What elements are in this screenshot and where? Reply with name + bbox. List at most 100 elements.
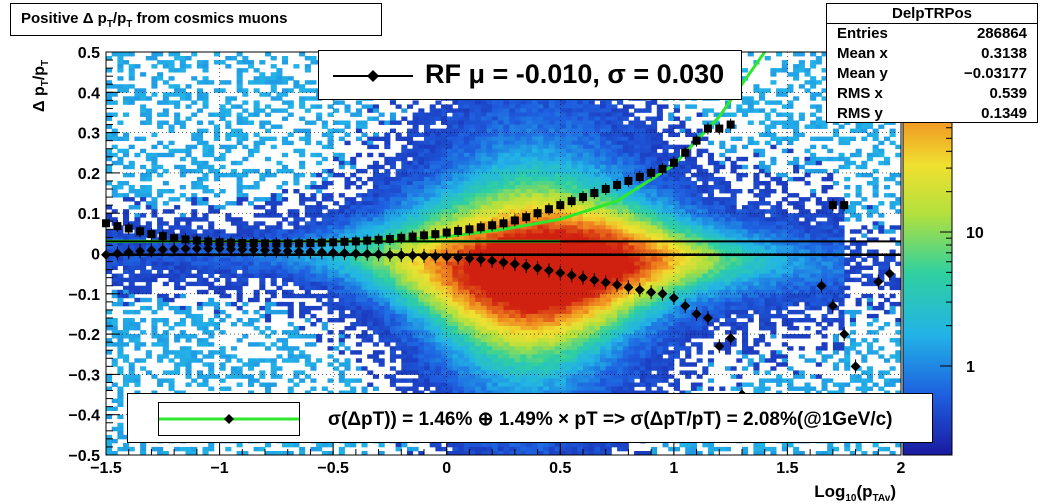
diamond-marker <box>612 279 623 290</box>
square-marker <box>488 221 497 230</box>
legend-top-text: RF μ = -0.010, σ = 0.030 <box>425 59 725 89</box>
y-tick-label: 0 <box>91 247 100 264</box>
square-marker <box>170 234 179 243</box>
square-marker <box>703 124 712 133</box>
stats-row-mean-y: Mean y −0.03177 <box>837 65 1027 82</box>
stats-row-rms-y: RMS y 0.1349 <box>837 105 1027 122</box>
diamond-marker <box>169 244 180 255</box>
square-marker <box>113 222 122 231</box>
diamond-marker <box>532 263 543 274</box>
y-tick-label: 0.3 <box>78 126 100 143</box>
square-marker <box>124 224 133 233</box>
diamond-marker <box>396 250 407 261</box>
square-marker <box>306 239 315 248</box>
square-marker <box>136 227 145 236</box>
diamond-marker <box>316 247 327 258</box>
square-marker <box>579 193 587 202</box>
y-tick-label: 0.4 <box>78 85 100 102</box>
legend-bottom-text: σ(ΔpT)) = 1.46% ⊕ 1.49% × pT => σ(ΔpT/pT… <box>328 409 893 430</box>
diamond-marker <box>407 250 418 261</box>
square-marker <box>317 238 326 247</box>
diamond-marker <box>350 248 361 259</box>
diamond-marker <box>282 246 293 257</box>
square-marker <box>204 237 213 246</box>
stats-row-mean-x: Mean x 0.3138 <box>837 45 1027 62</box>
diamond-marker <box>566 270 577 281</box>
stats-title: DelpTRPos <box>827 4 1037 24</box>
square-marker <box>692 136 701 145</box>
diamond-marker <box>600 277 611 288</box>
legend-bottom-symbol <box>158 402 300 436</box>
diamond-marker <box>430 251 441 262</box>
stats-box: DelpTRPos Entries 286864 Mean x 0.3138 Mea… <box>826 3 1038 123</box>
stats-row-entries: Entries 286864 <box>837 25 1027 42</box>
diamond-marker <box>203 243 214 254</box>
diamond-marker <box>225 244 236 255</box>
z-tick-label: 10 <box>966 225 984 242</box>
diamond-marker <box>453 252 464 263</box>
diamond-marker <box>884 268 895 279</box>
legend-top: RF μ = -0.010, σ = 0.030 <box>318 50 742 100</box>
square-marker <box>647 168 656 177</box>
diamond-marker <box>827 300 838 311</box>
square-marker <box>147 230 156 239</box>
diamond-marker <box>180 243 191 254</box>
square-marker <box>351 237 360 246</box>
diamond-marker <box>691 308 702 319</box>
diamond-marker <box>362 248 373 259</box>
diamond-marker <box>248 244 259 255</box>
square-marker <box>544 205 553 214</box>
diamond-marker <box>487 255 498 266</box>
x-tick-label: 0.5 <box>549 460 571 477</box>
diamond-marker <box>873 276 884 287</box>
diamond-marker <box>157 244 168 255</box>
diamond-marker <box>702 312 713 323</box>
diamond-marker <box>555 267 566 278</box>
diamond-marker <box>714 341 725 352</box>
square-marker <box>272 239 281 248</box>
stats-row-rms-x: RMS x 0.539 <box>837 85 1027 102</box>
diamond-marker <box>578 272 588 283</box>
square-marker <box>828 201 837 210</box>
diamond-marker <box>839 329 850 340</box>
y-tick-label: 0.5 <box>78 45 100 62</box>
y-axis-label: Δ pT/pT <box>31 60 51 112</box>
square-marker <box>669 158 678 167</box>
y-tick-label: 0.1 <box>78 206 100 223</box>
diamond-marker <box>271 245 282 256</box>
diamond-marker <box>680 300 691 311</box>
diamond-marker <box>305 246 316 257</box>
diamond-marker <box>214 243 225 254</box>
y-tick-label: −0.5 <box>68 448 100 465</box>
x-tick-label: −0.5 <box>317 460 349 477</box>
square-marker <box>476 223 485 232</box>
diamond-marker <box>464 253 475 264</box>
square-marker <box>454 226 463 235</box>
square-marker <box>726 120 735 129</box>
square-marker <box>442 228 451 237</box>
square-marker <box>510 216 519 225</box>
square-marker <box>840 201 849 210</box>
square-marker <box>601 185 610 194</box>
x-tick-label: −1.5 <box>90 460 122 477</box>
axes: −1.5 −1 −0.5 0 0.5 1 1.5 2 −0.5 −0.4 −0.3 −0.2 −0.1 0… <box>68 45 905 477</box>
z-axis: 1 10 <box>940 103 984 376</box>
diamond-marker <box>373 249 384 260</box>
diamond-marker <box>657 288 668 299</box>
y-tick-label: −0.1 <box>68 287 100 304</box>
diamond-marker <box>850 361 861 372</box>
diamond-marker <box>260 245 270 256</box>
diamond-marker <box>816 280 827 291</box>
diamond-marker <box>498 257 509 268</box>
diamond-marker <box>668 292 679 303</box>
square-marker <box>158 232 167 241</box>
page-title: Positive Δ pT/pT from cosmics muons <box>21 10 288 30</box>
legend-bottom: σ(ΔpT)) = 1.46% ⊕ 1.49% × pT => σ(ΔpT/pT… <box>127 393 933 443</box>
square-marker <box>613 180 622 189</box>
y-tick-label: −0.3 <box>68 367 100 384</box>
square-marker <box>374 235 383 244</box>
diamond-marker <box>146 245 157 256</box>
square-marker <box>624 176 633 185</box>
diamond-marker <box>623 282 634 293</box>
